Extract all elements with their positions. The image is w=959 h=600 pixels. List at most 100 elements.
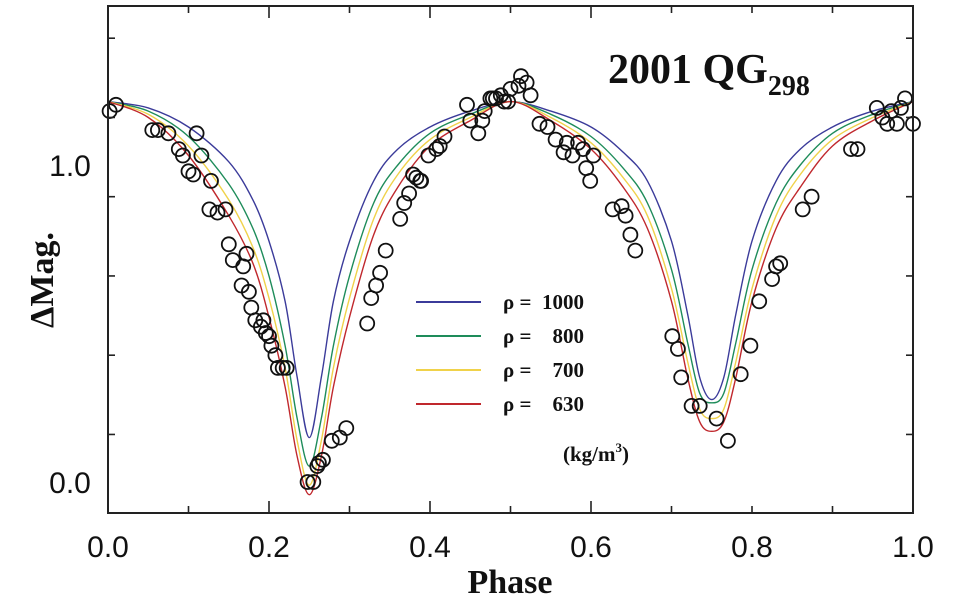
data-point — [267, 347, 284, 364]
data-point — [323, 432, 340, 449]
data-point — [708, 410, 725, 427]
data-point — [622, 226, 639, 243]
data-point — [238, 245, 255, 262]
data-point — [893, 100, 909, 116]
data-point — [522, 87, 539, 104]
data-point — [803, 188, 820, 205]
data-point — [240, 283, 257, 300]
data-point — [794, 201, 811, 218]
data-point — [613, 198, 630, 215]
data-point — [474, 112, 491, 129]
legend-label: ρ = 800 — [503, 324, 584, 348]
axis-ticks — [107, 6, 914, 513]
data-point — [547, 131, 564, 148]
legend: ρ = 1000 ρ = 800 ρ = 700 ρ = 630 — [416, 290, 584, 416]
chart-title-main: 2001 QG — [608, 47, 768, 93]
data-point — [257, 325, 274, 341]
data-point — [462, 112, 479, 129]
data-point — [772, 255, 789, 272]
data-point — [188, 125, 205, 142]
data-point — [555, 144, 572, 161]
data-point — [768, 258, 784, 275]
data-point — [604, 201, 621, 218]
data-point — [314, 451, 331, 468]
data-point — [305, 474, 322, 490]
data-point — [751, 293, 768, 310]
x-tick-label: 0.8 — [731, 531, 773, 564]
data-point — [502, 81, 519, 97]
data-point — [372, 264, 389, 281]
data-point — [144, 122, 161, 139]
y-tick-label: 0.0 — [49, 467, 91, 500]
data-point — [683, 397, 700, 414]
data-point — [274, 359, 291, 376]
data-point — [201, 201, 218, 218]
data-point — [558, 134, 575, 151]
data-point — [180, 163, 197, 180]
data-point — [278, 359, 295, 376]
data-point — [174, 147, 191, 164]
legend-label: ρ = 630 — [503, 392, 584, 416]
x-tick-label: 1.0 — [892, 531, 934, 564]
data-point — [377, 242, 394, 259]
data-point — [428, 141, 445, 158]
data-point — [720, 432, 736, 449]
data-point — [392, 210, 409, 227]
data-point — [742, 337, 759, 354]
data-point — [149, 122, 166, 139]
data-point — [224, 252, 241, 269]
data-point — [531, 115, 548, 132]
legend-label: ρ = 700 — [503, 358, 584, 382]
data-point — [209, 204, 226, 221]
data-point — [510, 77, 527, 94]
data-point — [160, 125, 177, 142]
data-point — [263, 337, 280, 354]
data-point — [401, 185, 418, 202]
data-point — [732, 366, 749, 383]
data-point — [185, 166, 202, 183]
data-point — [843, 141, 859, 158]
x-tick-label: 0.0 — [87, 531, 129, 564]
data-point — [261, 328, 277, 345]
chart-title: 2001 QG298 — [608, 47, 810, 102]
series-line-1 — [108, 100, 913, 439]
legend-unit: (kg/m3) — [563, 440, 629, 466]
data-point — [849, 141, 866, 158]
x-tick-labels: 0.0 0.2 0.4 0.6 0.8 1.0 — [87, 531, 934, 564]
data-point — [413, 172, 430, 189]
data-point — [670, 340, 686, 357]
observed-points — [101, 68, 921, 490]
x-axis-title: Phase — [468, 564, 553, 600]
data-point — [408, 169, 425, 186]
data-point — [582, 172, 599, 189]
data-point — [310, 455, 327, 471]
x-tick-label: 0.4 — [409, 531, 451, 564]
data-point — [476, 103, 493, 119]
data-point — [889, 115, 905, 132]
data-point — [617, 207, 634, 224]
data-point — [673, 369, 690, 386]
data-point — [664, 328, 681, 345]
data-point — [436, 128, 453, 145]
y-tick-labels: 0.0 1.0 — [49, 150, 91, 500]
data-point — [359, 315, 376, 332]
x-tick-label: 0.2 — [248, 531, 290, 564]
data-point — [459, 96, 475, 113]
data-point — [203, 172, 219, 189]
legend-label: ρ = 1000 — [503, 290, 584, 314]
chart-title-subscript: 298 — [768, 71, 810, 102]
data-point — [627, 242, 644, 259]
data-point — [496, 93, 513, 110]
data-point — [396, 195, 413, 211]
data-point — [338, 420, 355, 437]
data-point — [299, 474, 316, 490]
data-point — [269, 359, 286, 376]
y-tick-label: 1.0 — [49, 150, 91, 183]
y-axis-title: ΔMag. — [24, 232, 61, 328]
data-point — [585, 147, 602, 164]
data-point — [331, 429, 348, 446]
data-point — [193, 147, 210, 164]
data-point — [217, 201, 234, 218]
data-point — [691, 397, 708, 414]
data-point — [539, 119, 556, 135]
